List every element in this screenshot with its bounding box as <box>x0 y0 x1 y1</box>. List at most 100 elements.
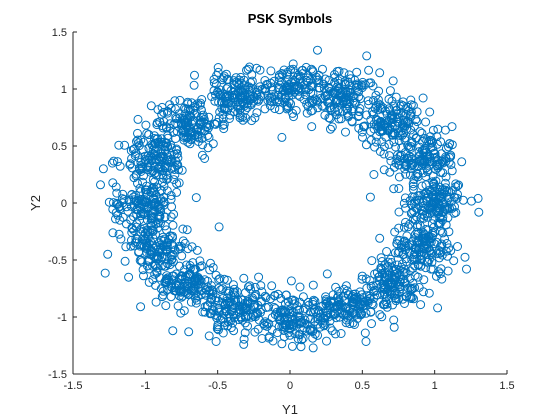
scatter-point <box>340 93 350 103</box>
scatter-point <box>272 328 282 338</box>
scatter-point <box>180 103 189 113</box>
scatter-point <box>134 153 144 163</box>
scatter-point <box>297 335 307 345</box>
scatter-point <box>160 142 170 152</box>
scatter-point <box>189 283 198 293</box>
scatter-point <box>361 140 371 150</box>
scatter-point <box>114 140 124 150</box>
y-tick-label: -1 <box>57 312 67 324</box>
scatter-point <box>404 143 414 152</box>
scatter-point <box>171 269 181 279</box>
scatter-point <box>215 85 225 95</box>
x-tick-label: 1 <box>432 380 438 392</box>
scatter-point <box>283 67 293 77</box>
scatter-point <box>256 297 266 307</box>
scatter-point <box>392 239 402 249</box>
scatter-point <box>412 212 422 222</box>
scatter-point <box>152 182 162 192</box>
scatter-point <box>420 233 430 243</box>
scatter-point <box>382 247 392 256</box>
scatter-point <box>192 295 202 305</box>
scatter-point <box>389 128 399 138</box>
scatter-point <box>126 201 136 211</box>
scatter-point <box>290 329 300 339</box>
scatter-point <box>139 271 148 281</box>
scatter-point <box>380 289 390 299</box>
scatter-point <box>125 159 135 169</box>
scatter-point <box>350 320 359 329</box>
scatter-point <box>228 287 238 297</box>
scatter-point <box>383 257 393 267</box>
scatter-point <box>435 269 445 279</box>
scatter-point <box>432 157 442 167</box>
scatter-point <box>179 306 189 316</box>
scatter-point <box>435 213 445 223</box>
scatter-point <box>250 300 260 309</box>
scatter-point <box>372 101 382 110</box>
scatter-point <box>447 122 457 132</box>
scatter-point <box>306 64 316 74</box>
scatter-point <box>211 119 221 129</box>
scatter-point <box>223 82 233 92</box>
scatter-point <box>381 132 391 142</box>
scatter-point <box>394 207 404 217</box>
scatter-point <box>405 196 415 206</box>
scatter-point <box>419 242 429 252</box>
scatter-point <box>303 297 313 307</box>
scatter-point <box>368 107 377 117</box>
scatter-point <box>171 113 181 122</box>
scatter-point <box>134 163 144 173</box>
scatter-point <box>219 124 229 134</box>
scatter-point <box>389 315 399 325</box>
scatter-point <box>124 272 134 282</box>
scatter-point <box>233 108 243 118</box>
scatter-point <box>302 319 312 329</box>
scatter-point <box>375 233 385 243</box>
scatter-point <box>218 294 228 303</box>
scatter-point <box>265 93 275 103</box>
scatter-point <box>267 281 277 291</box>
scatter-point <box>436 167 446 177</box>
scatter-point <box>150 138 159 148</box>
scatter-point <box>453 242 462 251</box>
scatter-point <box>347 116 357 126</box>
scatter-point <box>270 291 280 301</box>
scatter-point <box>246 78 255 88</box>
scatter-point <box>416 255 426 265</box>
scatter-point <box>376 263 386 273</box>
plot-area: -1.5 -1 -0.5 0 0.5 1 1.5 -1.5 -1 -0.5 0 0.5 1 1.5 <box>48 27 515 392</box>
y-axis-label: Y2 <box>28 195 43 211</box>
scatter-point <box>429 148 439 158</box>
scatter-point <box>324 300 334 310</box>
scatter-point <box>401 217 410 227</box>
scatter-point <box>146 218 156 228</box>
scatter-point <box>312 75 321 85</box>
scatter-point <box>399 121 408 131</box>
scatter-point <box>104 197 114 207</box>
scatter-point <box>408 181 418 191</box>
scatter-point <box>257 84 267 94</box>
scatter-point <box>301 75 311 85</box>
scatter-point <box>246 94 256 104</box>
scatter-point <box>435 249 445 258</box>
scatter-point <box>214 97 224 107</box>
scatter-point <box>242 305 252 315</box>
scatter-point <box>407 137 417 147</box>
scatter-point <box>395 270 405 280</box>
scatter-point <box>352 313 362 323</box>
scatter-point <box>157 292 167 302</box>
scatter-point <box>389 269 399 279</box>
scatter-point <box>313 308 323 318</box>
scatter-point <box>151 254 161 264</box>
scatter-point <box>195 262 205 272</box>
scatter-point <box>172 161 182 171</box>
scatter-point <box>153 139 163 149</box>
scatter-point <box>121 219 131 229</box>
scatter-point <box>440 234 450 244</box>
scatter-point <box>432 196 441 206</box>
scatter-point <box>135 255 145 265</box>
scatter-point <box>136 302 146 312</box>
scatter-point <box>344 290 353 300</box>
y-tick-label: 1.5 <box>52 27 67 39</box>
scatter-point <box>364 65 374 75</box>
